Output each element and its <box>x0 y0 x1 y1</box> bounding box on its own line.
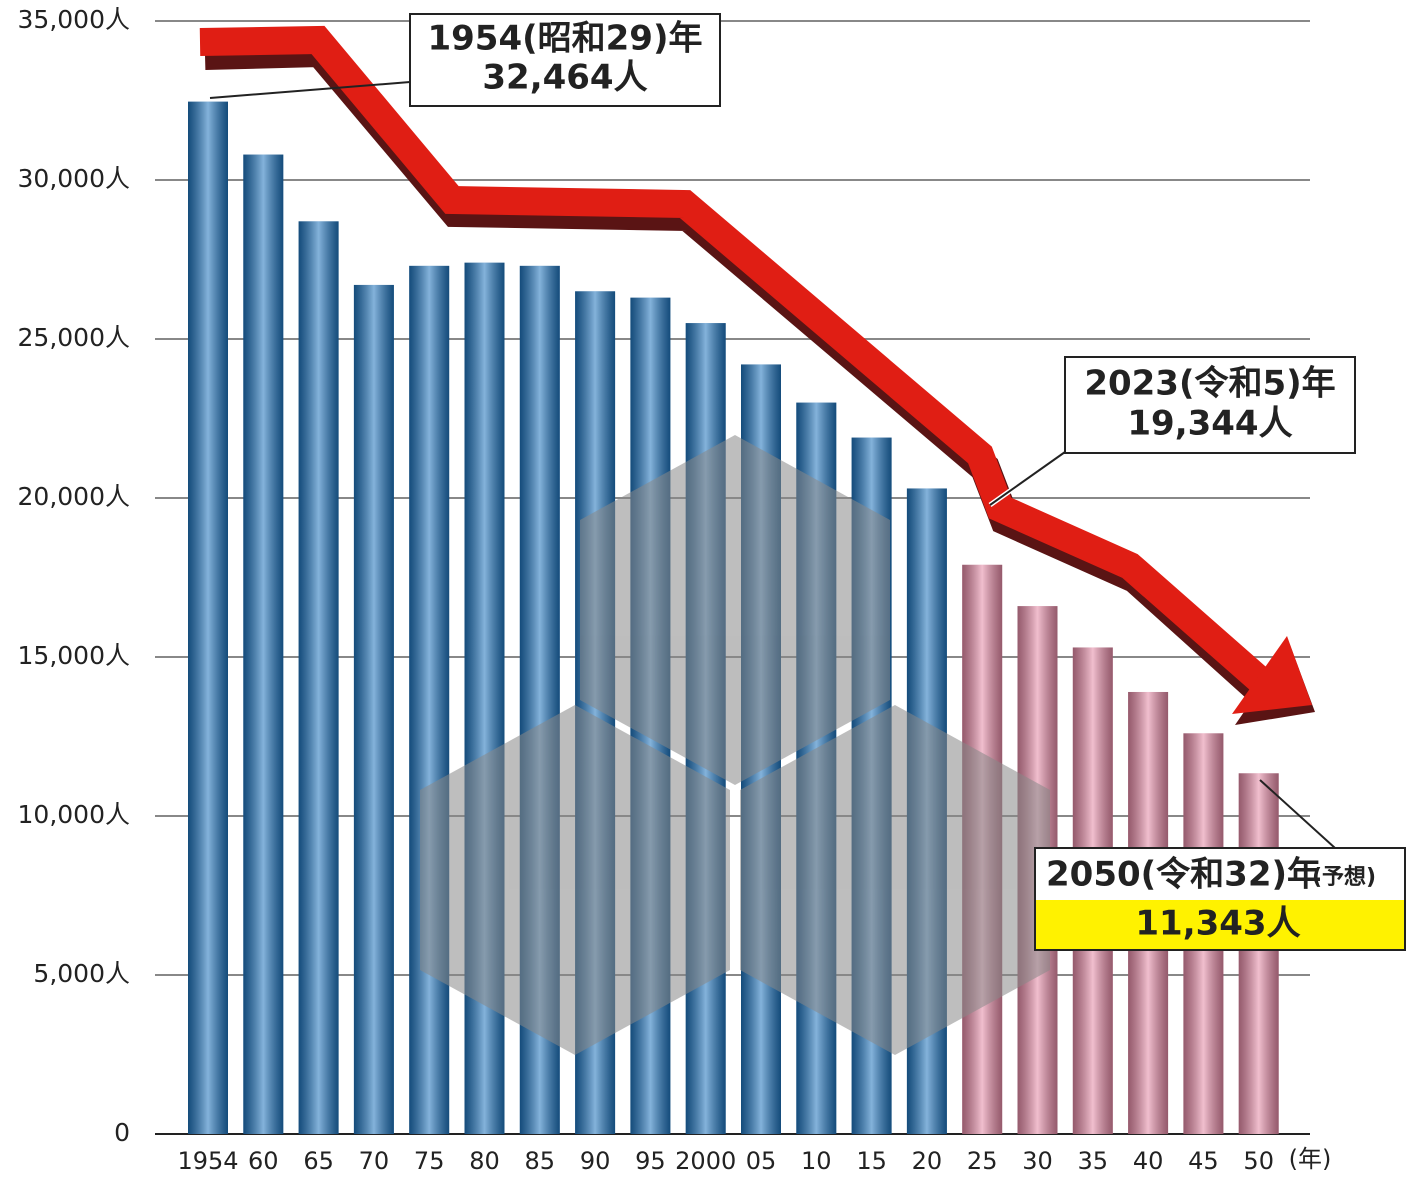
annotation-box <box>1064 356 1356 454</box>
x-tick-label: 85 <box>525 1147 556 1175</box>
annotation-text: 1954(昭和29)年 <box>427 19 702 59</box>
annotation-text: 2023(令和5)年 <box>1084 364 1335 404</box>
leader-line <box>1259 779 1336 849</box>
x-tick-label: 10 <box>801 1147 832 1175</box>
bar-shine <box>1238 773 1279 1134</box>
x-tick-label: 90 <box>580 1147 611 1175</box>
x-tick-label: 50 <box>1243 1147 1274 1175</box>
x-tick-label: 45 <box>1188 1147 1219 1175</box>
y-tick-label: 5,000人 <box>33 959 130 988</box>
x-tick-label: 35 <box>1078 1147 1109 1175</box>
bar-shine <box>298 221 339 1135</box>
x-tick-label: 60 <box>248 1147 279 1175</box>
x-tick-label: 25 <box>967 1147 998 1175</box>
annotation-note: (予想) <box>1312 865 1376 890</box>
x-axis-label: (年) <box>1289 1145 1332 1173</box>
trend-arrow <box>199 25 1315 725</box>
annotation-text: 19,344人 <box>1127 404 1292 444</box>
y-tick-label: 0 <box>114 1118 130 1147</box>
x-tick-label: 40 <box>1133 1147 1164 1175</box>
annotation-text: 2050(令和32)年 <box>1046 855 1321 895</box>
x-tick-label: 15 <box>856 1147 887 1175</box>
annotations: 1954(昭和29)年 32,464人 2023(令和5)年 19,344人 2… <box>209 13 1406 951</box>
x-tick-label: 70 <box>359 1147 390 1175</box>
watermark <box>420 435 1050 1055</box>
bar-shine <box>409 265 450 1134</box>
bar-shine <box>353 284 394 1134</box>
y-tick-label: 20,000人 <box>18 482 130 511</box>
bar-shine <box>243 154 284 1134</box>
leader-line <box>209 81 411 99</box>
x-tick-label: 95 <box>635 1147 666 1175</box>
leader-line <box>989 451 1066 506</box>
y-tick-label: 10,000人 <box>18 800 130 829</box>
x-tick-label: 80 <box>469 1147 500 1175</box>
y-tick-label: 15,000人 <box>18 641 130 670</box>
annotation-text: 11,343人 <box>1135 904 1300 944</box>
x-tick-label: 2000 <box>675 1147 736 1175</box>
annotation-text: 32,464人 <box>482 58 647 98</box>
annotation-box <box>409 13 721 107</box>
bar-shine <box>188 101 228 1135</box>
y-tick-label: 35,000人 <box>18 5 130 34</box>
x-tick-label: 1954 <box>177 1147 238 1175</box>
x-tick-label: 65 <box>303 1147 334 1175</box>
x-tick-label: 05 <box>746 1147 777 1175</box>
y-tick-label: 25,000人 <box>18 323 130 352</box>
x-tick-label: 30 <box>1022 1147 1053 1175</box>
x-tick-label: 20 <box>912 1147 943 1175</box>
annotation-highlight <box>1036 900 1404 949</box>
y-tick-label: 30,000人 <box>18 164 130 193</box>
x-tick-label: 75 <box>414 1147 445 1175</box>
